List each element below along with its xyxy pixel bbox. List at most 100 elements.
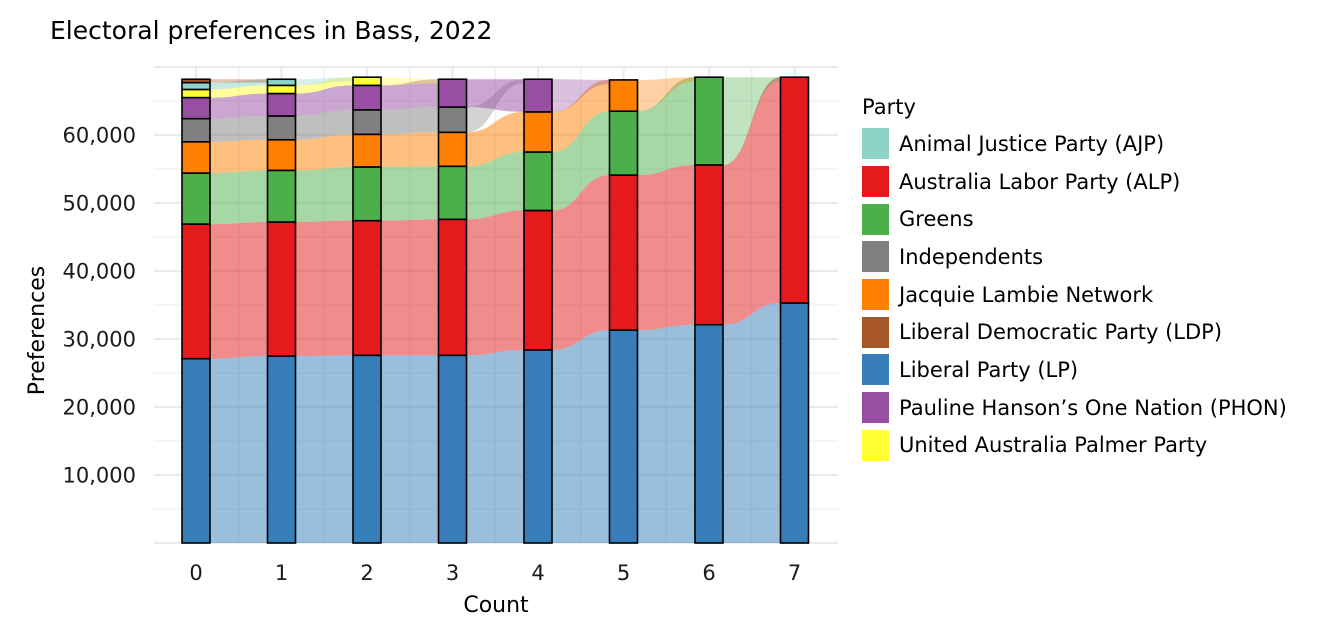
bar-segment-liberal-democratic-party-ldp-0 xyxy=(181,78,211,84)
y-tick-label: 40,000 xyxy=(63,260,136,284)
legend-item-australia-labor-party-alp: Australia Labor Party (ALP) xyxy=(862,163,1287,201)
legend-item-pauline-hanson-s-one-nation-phon: Pauline Hanson’s One Nation (PHON) xyxy=(862,389,1287,427)
flow-united-australia-palmer-party-2 xyxy=(381,77,439,86)
flow-independents-1 xyxy=(295,109,353,140)
bar-segment-australia-labor-party-alp-6 xyxy=(694,164,724,326)
bar-segment-liberal-party-lp-3 xyxy=(437,354,468,544)
bar-segment-independents-2 xyxy=(352,109,382,136)
bar-segment-animal-justice-party-ajp-1 xyxy=(266,78,297,87)
bar-segment-liberal-party-lp-1 xyxy=(266,355,297,544)
flow-greens-2 xyxy=(381,166,439,221)
legend-label: Greens xyxy=(899,207,974,232)
flow-jacquie-lambie-network-1 xyxy=(295,134,353,171)
bar-segment-jacquie-lambie-network-4 xyxy=(523,111,553,153)
bar-segment-independents-0 xyxy=(181,117,211,143)
legend-item-liberal-democratic-party-ldp: Liberal Democratic Party (LDP) xyxy=(862,313,1287,351)
flow-australia-labor-party-alp-0 xyxy=(210,222,268,359)
y-tick-label: 20,000 xyxy=(63,396,136,420)
y-tick-label: 50,000 xyxy=(63,192,136,216)
bar-segment-pauline-hanson-s-one-nation-phon-3 xyxy=(437,78,468,108)
flow-liberal-party-lp-3 xyxy=(466,349,524,543)
flow-independents-2 xyxy=(381,107,439,135)
flow-liberal-party-lp-5 xyxy=(637,324,695,543)
bar-segment-australia-labor-party-alp-5 xyxy=(608,174,639,331)
legend-swatch xyxy=(862,166,889,198)
bar-segment-liberal-party-lp-5 xyxy=(608,329,639,544)
legend-swatch xyxy=(862,128,889,160)
flow-united-australia-palmer-party-1 xyxy=(295,77,353,94)
legend-item-united-australia-palmer-party: United Australia Palmer Party xyxy=(862,427,1287,465)
bar-segment-independents-3 xyxy=(437,106,468,134)
legend-label: Jacquie Lambie Network xyxy=(899,282,1154,307)
legend-label: United Australia Palmer Party xyxy=(899,433,1208,458)
legend-label: Liberal Party (LP) xyxy=(899,357,1079,382)
x-tick-label: 1 xyxy=(275,561,288,585)
x-tick-label: 4 xyxy=(531,561,544,585)
flow-pauline-hanson-s-one-nation-phon-0 xyxy=(210,93,268,119)
legend-swatch xyxy=(862,429,889,461)
flow-greens-1 xyxy=(295,166,353,223)
bar-segment-animal-justice-party-ajp-0 xyxy=(181,81,211,91)
bar-segment-liberal-party-lp-4 xyxy=(523,349,553,544)
flow-united-australia-palmer-party-0 xyxy=(210,85,268,98)
flow-liberal-party-lp-2 xyxy=(381,355,439,543)
flow-animal-justice-party-ajp-1 xyxy=(295,77,353,86)
legend: Party Animal Justice Party (AJP) Australi… xyxy=(862,95,1287,464)
flow-jacquie-lambie-network-3 xyxy=(466,111,524,167)
flow-animal-justice-party-ajp-0 xyxy=(210,79,268,90)
legend-swatch xyxy=(862,316,889,348)
legend-items: Animal Justice Party (AJP) Australia Labo… xyxy=(862,125,1287,464)
bar-segment-liberal-party-lp-0 xyxy=(181,357,211,544)
flow-jacquie-lambie-network-2 xyxy=(381,132,439,167)
axes: 10,000 20,000 30,000 40,000 50,000 60,000 0 1 2 3… xyxy=(25,124,801,619)
bar-segment-pauline-hanson-s-one-nation-phon-2 xyxy=(352,84,382,111)
legend-swatch xyxy=(862,279,889,311)
bar-segment-australia-labor-party-alp-1 xyxy=(266,221,297,357)
bar-segment-greens-3 xyxy=(437,165,468,221)
chart-title: Electoral preferences in Bass, 2022 xyxy=(50,16,493,45)
bar-segment-jacquie-lambie-network-1 xyxy=(266,138,297,172)
legend-swatch xyxy=(862,203,889,235)
flow-greens-5 xyxy=(637,77,695,176)
flow-pauline-hanson-s-one-nation-phon-1 xyxy=(295,85,353,116)
flow-liberal-party-lp-4 xyxy=(552,330,610,543)
flows xyxy=(210,77,781,543)
x-tick-label: 0 xyxy=(189,561,202,585)
flow-liberal-party-lp-6 xyxy=(723,302,781,543)
bar-segment-greens-0 xyxy=(181,172,211,225)
bar-segment-united-australia-palmer-party-0 xyxy=(181,88,211,99)
bar-segment-greens-4 xyxy=(523,151,553,212)
flow-australia-labor-party-alp-4 xyxy=(552,175,610,350)
flow-pauline-hanson-s-one-nation-phon-2 xyxy=(381,79,439,110)
flow-greens-6 xyxy=(723,77,781,165)
flow-jacquie-lambie-network-4 xyxy=(552,79,610,152)
flow-pauline-hanson-s-one-nation-phon-4 xyxy=(552,79,610,112)
flow-greens-4 xyxy=(552,111,610,211)
flow-australia-labor-party-alp-3 xyxy=(466,210,524,356)
bar-segment-united-australia-palmer-party-1 xyxy=(266,84,297,95)
bar-segment-united-australia-palmer-party-2 xyxy=(352,76,382,87)
y-tick-label: 60,000 xyxy=(63,124,136,148)
x-tick-label: 3 xyxy=(446,561,459,585)
bar-segment-liberal-party-lp-2 xyxy=(352,354,382,544)
bar-segment-greens-6 xyxy=(694,76,724,166)
flow-liberal-party-lp-0 xyxy=(210,356,268,543)
flow-jacquie-lambie-network-5 xyxy=(637,77,695,112)
legend-label: Australia Labor Party (ALP) xyxy=(899,169,1181,194)
flow-australia-labor-party-alp-5 xyxy=(637,164,695,331)
flow-independents-0 xyxy=(210,115,268,142)
x-axis-label: Count xyxy=(463,593,529,618)
x-tick-label: 7 xyxy=(788,561,801,585)
flow-pauline-hanson-s-one-nation-phon-3 xyxy=(466,79,524,112)
legend-item-independents: Independents xyxy=(862,238,1287,276)
flow-australia-labor-party-alp-6 xyxy=(723,77,781,325)
flow-greens-3 xyxy=(466,152,524,220)
flow-australia-labor-party-alp-2 xyxy=(381,219,439,356)
legend-label: Liberal Democratic Party (LDP) xyxy=(899,320,1223,345)
flow-jacquie-lambie-network-0 xyxy=(210,139,268,174)
y-tick-label: 30,000 xyxy=(63,328,136,352)
bar-segment-australia-labor-party-alp-4 xyxy=(523,209,553,351)
bar-segment-liberal-party-lp-6 xyxy=(694,323,724,544)
bar-segment-australia-labor-party-alp-2 xyxy=(352,219,382,357)
